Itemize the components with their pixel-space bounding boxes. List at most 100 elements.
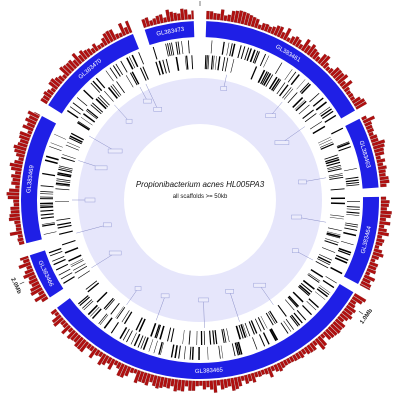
- gene-mark: [212, 55, 215, 70]
- gene-mark: [90, 104, 102, 115]
- gene-mark: [177, 41, 181, 55]
- scale-tick: [358, 311, 364, 315]
- gc-bar: [322, 330, 332, 341]
- gene-mark: [55, 263, 69, 271]
- gene-mark: [122, 328, 130, 341]
- gc-bar: [24, 268, 34, 275]
- gene-mark: [72, 102, 84, 112]
- gc-bar: [14, 220, 21, 225]
- gc-bar: [108, 29, 117, 41]
- gene-mark: [57, 173, 72, 178]
- gene-mark: [346, 211, 360, 214]
- gc-bar: [276, 26, 285, 38]
- gene-mark: [248, 321, 255, 335]
- gene-mark: [317, 258, 330, 266]
- gene-mark: [109, 67, 118, 79]
- feature-box: [198, 297, 209, 303]
- gene-mark: [85, 280, 98, 290]
- gene-mark: [287, 92, 298, 104]
- gc-bar: [372, 143, 385, 150]
- gc-bar: [166, 378, 172, 389]
- gc-bar: [50, 308, 58, 315]
- gc-bar: [288, 355, 295, 363]
- gc-bar: [26, 265, 33, 270]
- gc-bar: [144, 373, 151, 386]
- gene-mark: [212, 330, 215, 345]
- gc-bar: [29, 284, 42, 292]
- gc-bar: [263, 23, 270, 32]
- gene-mark: [307, 274, 320, 283]
- gene-mark: [150, 322, 157, 337]
- gc-bar: [98, 351, 104, 358]
- feature-box: [265, 113, 276, 118]
- gene-mark: [226, 328, 230, 343]
- gene-mark: [262, 332, 270, 345]
- gc-bar: [288, 36, 296, 45]
- gc-bar: [347, 92, 354, 99]
- gc-bar: [294, 352, 302, 360]
- gc-bar: [309, 48, 318, 58]
- gc-bar: [233, 377, 240, 390]
- gene-mark: [128, 56, 136, 69]
- scaffold-label: GL383469: [26, 164, 35, 193]
- gene-mark: [296, 79, 306, 90]
- gc-bar: [379, 179, 390, 184]
- gene-mark: [78, 295, 89, 305]
- gene-mark: [269, 310, 278, 324]
- gene-mark: [126, 57, 134, 70]
- gc-bar: [260, 369, 266, 376]
- gene-mark: [210, 55, 214, 70]
- gc-bar: [89, 345, 95, 352]
- feature-box: [153, 107, 162, 112]
- gc-bar: [341, 80, 353, 90]
- gc-bar: [375, 155, 381, 160]
- gc-bar: [322, 62, 330, 70]
- feature-leader-line: [139, 86, 148, 102]
- gene-mark: [42, 172, 56, 177]
- gc-bar: [332, 320, 343, 331]
- gene-mark: [327, 231, 341, 236]
- gene-mark: [221, 329, 225, 344]
- gc-bar: [79, 341, 90, 353]
- gene-mark: [73, 263, 86, 271]
- gc-bar: [343, 307, 353, 316]
- gc-bar: [306, 44, 317, 56]
- gene-mark: [58, 230, 73, 235]
- gene-mark: [115, 63, 124, 76]
- gene-mark: [185, 55, 189, 70]
- feature-box: [225, 289, 234, 294]
- gene-mark: [153, 340, 158, 354]
- gc-bar: [365, 124, 373, 130]
- gc-bar: [15, 227, 22, 232]
- gc-bar: [173, 379, 179, 392]
- gene-mark: [338, 247, 352, 254]
- gc-bar: [223, 378, 228, 389]
- gc-bar: [169, 11, 174, 22]
- gene-mark: [137, 335, 144, 348]
- gene-mark: [99, 94, 110, 106]
- gc-bar: [59, 66, 70, 77]
- gene-mark: [310, 269, 324, 278]
- gc-bar: [14, 170, 22, 175]
- gene-mark: [110, 322, 119, 334]
- gc-bar: [183, 9, 188, 20]
- gc-bar: [370, 258, 376, 263]
- gc-bar: [149, 374, 155, 383]
- gene-mark: [242, 323, 248, 338]
- scaffold-ring: [21, 21, 379, 379]
- gc-bar: [243, 12, 251, 26]
- feature-box: [298, 179, 307, 185]
- gene-mark: [91, 308, 102, 319]
- gc-bar: [267, 366, 274, 378]
- gc-bar: [364, 120, 373, 127]
- gene-mark: [298, 284, 311, 295]
- gene-mark: [77, 270, 90, 279]
- gene-mark: [337, 142, 350, 149]
- gc-bar: [107, 358, 116, 370]
- gc-bar: [270, 26, 277, 35]
- gc-bar: [365, 271, 371, 276]
- gc-bar: [9, 162, 23, 169]
- gene-mark: [66, 141, 81, 148]
- gene-mark: [103, 297, 114, 310]
